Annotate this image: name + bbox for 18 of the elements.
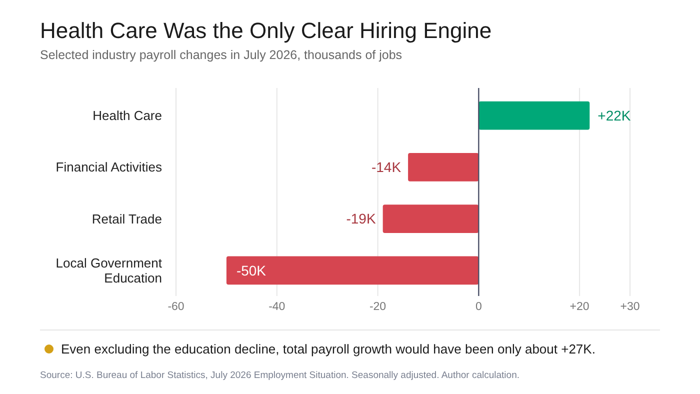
- source-note: Source: U.S. Bureau of Labor Statistics, July 2026 Employment Situation. Seasonally adjusted. Author calculation.: [40, 370, 520, 381]
- x-tick-label: 0: [475, 301, 482, 313]
- x-tick-label: -60: [168, 301, 184, 313]
- text: Even excluding the education decline, total payroll growth would have been only about +27K.: [61, 342, 596, 356]
- data-label: -50K: [236, 262, 267, 278]
- chart-title: Health Care Was the Only Clear Hiring Engine: [40, 18, 492, 43]
- y-tick-label: Local Government Education: [56, 255, 162, 286]
- x-tick-label: -20: [369, 301, 386, 313]
- data-label: -14K: [371, 159, 402, 176]
- data-label: +22K: [598, 107, 632, 124]
- x-tick-label: +20: [570, 301, 590, 313]
- x-tick-label: -40: [268, 301, 286, 313]
- x-tick-label: +30: [620, 301, 640, 313]
- y-tick-label: Health Care: [92, 108, 162, 124]
- data-label: -19K: [346, 210, 376, 227]
- y-tick-label: Financial Activities: [56, 160, 162, 175]
- chart-subtitle: Selected industry payroll changes in July 2026, thousands of jobs: [40, 48, 402, 62]
- y-tick-label: Retail Trade: [92, 211, 162, 226]
